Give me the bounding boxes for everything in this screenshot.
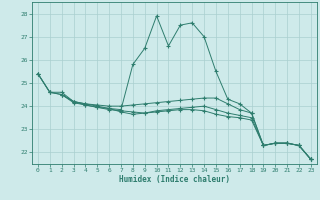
X-axis label: Humidex (Indice chaleur): Humidex (Indice chaleur) bbox=[119, 175, 230, 184]
